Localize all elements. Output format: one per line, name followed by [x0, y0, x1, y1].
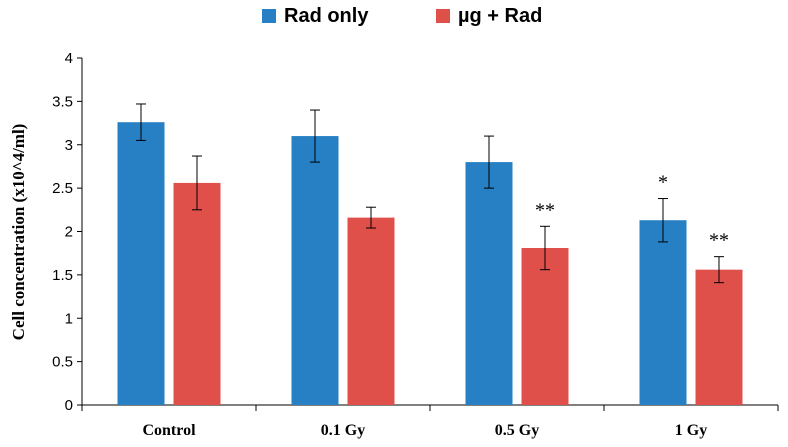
x-category-label: 1 Gy — [675, 422, 707, 439]
legend: Rad only µg + Rad — [262, 5, 542, 27]
y-axis: 0 0.5 1 1.5 2 2.5 3 3.5 4 — [52, 50, 83, 414]
y-axis-title: Cell concentration (x10^4/ml) — [9, 124, 28, 341]
bar — [117, 122, 165, 405]
y-tick-label: 3 — [65, 137, 73, 154]
bars: ***** — [117, 103, 743, 405]
y-tick-label: 1 — [65, 310, 73, 327]
y-tick-label: 4 — [65, 50, 73, 67]
legend-label: µg + Rad — [458, 5, 542, 27]
x-axis: Control 0.1 Gy 0.5 Gy 1 Gy — [81, 404, 779, 439]
y-tick-label: 0 — [65, 397, 73, 414]
y-tick-label: 0.5 — [52, 354, 73, 371]
bar — [173, 182, 221, 405]
bar — [639, 220, 687, 405]
x-category-label: Control — [142, 422, 196, 439]
bar — [695, 269, 743, 405]
x-category-label: 0.5 Gy — [495, 422, 539, 439]
significance-label: ** — [709, 230, 729, 252]
legend-swatch — [436, 9, 450, 23]
bar — [291, 136, 339, 405]
bar — [521, 247, 569, 405]
bar — [465, 162, 513, 405]
significance-label: ** — [535, 199, 555, 221]
legend-label: Rad only — [284, 5, 369, 27]
y-tick-label: 2 — [65, 224, 73, 241]
y-tick-label: 1.5 — [52, 267, 73, 284]
significance-label: * — [658, 172, 668, 194]
bar — [347, 217, 395, 405]
y-tick-label: 2.5 — [52, 180, 73, 197]
y-tick-label: 3.5 — [52, 93, 73, 110]
legend-swatch — [262, 9, 276, 23]
x-category-label: 0.1 Gy — [321, 422, 365, 439]
